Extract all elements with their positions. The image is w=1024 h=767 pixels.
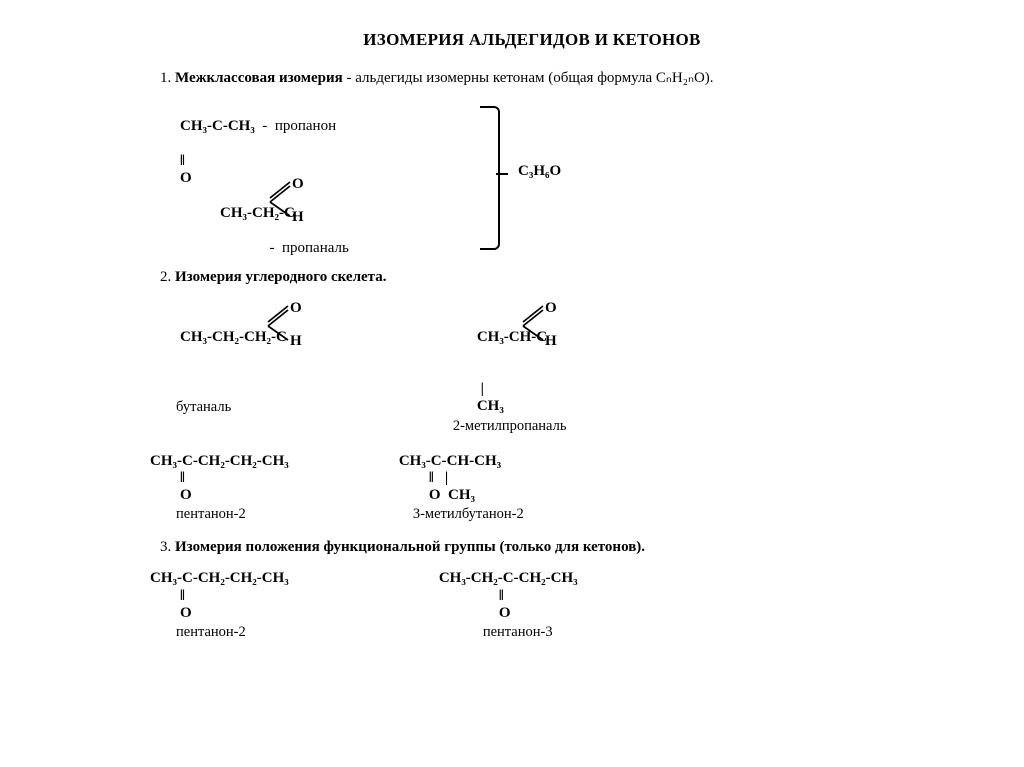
section-1-body: CH₃-C-CH₃ - пропанон ‖ O CH₃-CH₂-C O H -…	[150, 101, 944, 261]
methylpropanal-branch-bar: |	[447, 381, 587, 398]
p3-caption: пентанон-3	[439, 624, 578, 641]
butanal-caption: бутаналь	[150, 399, 327, 416]
svg-text:O: O	[545, 300, 557, 316]
bracket-icon	[480, 106, 500, 250]
svg-text:O: O	[292, 176, 304, 192]
pentanon2-oxygen: O	[150, 487, 289, 504]
propanon-label: - пропанон	[255, 118, 336, 134]
section-1-bold: Межклассовая изомерия	[175, 70, 343, 86]
pentanon2b-structure: CH₃-C-CH₂-CH₂-CH₃ ‖ O пентанон-2	[150, 570, 289, 641]
aldehyde-icon: O H	[268, 176, 308, 222]
svg-text:O: O	[290, 300, 302, 316]
methylpropanal-branch: CH₃	[447, 398, 587, 415]
section-3-text: Изомерия положения функциональной группы…	[175, 539, 645, 555]
page-title: ИЗОМЕРИЯ АЛЬДЕГИДОВ И КЕТОНОВ	[120, 30, 944, 50]
section-2-num: 2.	[160, 269, 171, 285]
page: ИЗОМЕРИЯ АЛЬДЕГИДОВ И КЕТОНОВ 1. Межклас…	[0, 0, 1024, 661]
pentanon2-dbond: ‖	[150, 470, 289, 487]
aldehyde-icon: O H	[521, 300, 561, 346]
section-1-rest: - альдегиды изомерны кетонам (общая форм…	[343, 70, 714, 86]
methylbutanon-structure: CH₃-C-CH-CH₃ ‖ | O CH₃ 3-метилбутанон-2	[399, 453, 524, 524]
propanon-dbond: ‖	[150, 153, 336, 170]
propanal-label: - пропаналь	[262, 240, 349, 256]
p2-dbond: ‖	[150, 588, 289, 605]
section-3-num: 3.	[160, 539, 171, 555]
section-3-row: CH₃-C-CH₂-CH₂-CH₃ ‖ O пентанон-2 CH₃-CH₂…	[150, 570, 944, 641]
propanon-structure: CH₃-C-CH₃ - пропанон ‖ O	[150, 101, 336, 187]
bracket-tick	[496, 173, 508, 175]
methylbutanon-dbond: ‖ |	[399, 470, 524, 487]
svg-text:H: H	[545, 333, 557, 346]
p3-chain: CH₃-CH₂-C-CH₂-CH₃	[439, 570, 578, 587]
p2-oxygen: O	[150, 605, 289, 622]
section-2-row-aldehydes: CH₃-CH₂-CH₂-C O H бутаналь CH₃-CH-C O	[150, 300, 944, 435]
pentanon2-chain: CH₃-C-CH₂-CH₂-CH₃	[150, 453, 289, 470]
svg-text:H: H	[290, 333, 302, 346]
pentanon2-structure: CH₃-C-CH₂-CH₂-CH₃ ‖ O пентанон-2	[150, 453, 289, 524]
section-1-num: 1.	[160, 70, 171, 86]
methylbutanon-branch: O CH₃	[399, 487, 524, 504]
section-2-row-ketones: CH₃-C-CH₂-CH₂-CH₃ ‖ O пентанон-2 CH₃-C-C…	[150, 453, 944, 524]
methylbutanon-caption: 3-метилбутанон-2	[399, 506, 524, 523]
propanon-oxygen: O	[150, 170, 336, 187]
p3-dbond: ‖	[439, 588, 578, 605]
section-1-heading: 1. Межклассовая изомерия - альдегиды изо…	[160, 68, 944, 87]
p2-chain: CH₃-C-CH₂-CH₂-CH₃	[150, 570, 289, 587]
svg-text:H: H	[292, 209, 304, 222]
p3-oxygen: O	[439, 605, 578, 622]
pentanon3-structure: CH₃-CH₂-C-CH₂-CH₃ ‖ O пентанон-3	[439, 570, 578, 641]
butanal-structure: CH₃-CH₂-CH₂-C O H бутаналь	[150, 300, 327, 435]
p2-caption: пентанон-2	[150, 624, 289, 641]
propanal-structure: CH₃-CH₂-C O H - пропаналь	[190, 186, 389, 274]
pentanon2-caption: пентанон-2	[150, 506, 289, 523]
methylpropanal-caption: 2-метилпропаналь	[447, 418, 587, 435]
section-3-heading: 3. Изомерия положения функциональной гру…	[160, 539, 944, 556]
methylpropanal-structure: CH₃-CH-C O H | CH₃ 2-метилпропаналь	[447, 300, 587, 435]
propanon-chain: CH₃-C-CH₃	[180, 118, 255, 134]
methylbutanon-chain: CH₃-C-CH-CH₃	[399, 453, 524, 470]
aldehyde-icon: O H	[266, 300, 306, 346]
common-formula: C₃H₆O	[518, 163, 561, 180]
